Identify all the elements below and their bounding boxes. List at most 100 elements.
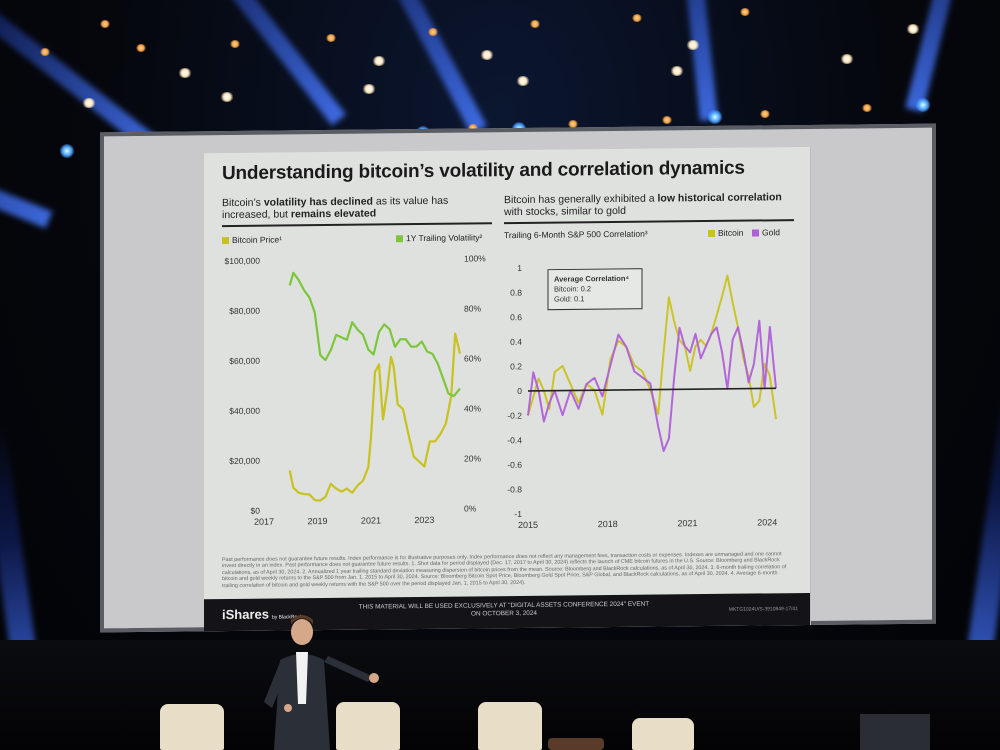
chair (632, 718, 694, 750)
stage-lamp (230, 40, 240, 48)
chair (478, 702, 542, 750)
stage-lamp (362, 84, 376, 94)
x-tick-label: 2017 (254, 517, 274, 527)
legend-swatch (396, 235, 403, 243)
volatility-line (288, 271, 461, 398)
light-beam (97, 0, 347, 126)
y-tick-label-right: 80% (464, 303, 481, 313)
legend-label: Gold (762, 227, 780, 238)
stage-lamp (632, 14, 642, 22)
y-tick-label: -1 (514, 509, 522, 519)
stage-lamp (372, 56, 386, 66)
light-beam (0, 69, 53, 229)
x-tick-label: 2018 (598, 519, 618, 529)
y-tick-label-right: 60% (464, 353, 481, 363)
x-tick-label: 2019 (307, 516, 327, 526)
light-beam (292, 0, 487, 135)
box-frame (547, 268, 643, 311)
volatility-chart: $0 $20,000 $40,000 $60,000 $80,000 $100,000 0%… (225, 253, 487, 527)
y-tick-label-right: 100% (464, 253, 486, 263)
legend-bitcoin-price: Bitcoin Price¹ (222, 234, 282, 245)
legend-swatch (708, 229, 715, 238)
y-tick-label-left: $40,000 (229, 406, 260, 416)
footer-note: THIS MATERIAL WILL BE USED EXCLUSIVELY A… (358, 600, 650, 618)
box-gold: Gold: 0.1 (554, 294, 584, 303)
right-subtitle: Bitcoin has generally exhibited a low hi… (504, 191, 794, 218)
y-tick-label: -0.8 (507, 484, 522, 494)
y-tick-label-left: $20,000 (229, 456, 260, 466)
projection-screen: Understanding bitcoin’s volatility and c… (100, 123, 936, 633)
stage-lamp (862, 104, 872, 112)
legend-label: 1Y Trailing Volatility² (406, 232, 483, 244)
stage-lamp (662, 116, 672, 124)
presentation-slide: Understanding bitcoin’s volatility and c… (204, 146, 811, 632)
left-divider (222, 222, 492, 228)
stage-lamp (686, 40, 700, 50)
right-divider (504, 219, 794, 225)
y-tick-label: 0.2 (510, 361, 522, 371)
x-tick-label: 2021 (361, 515, 381, 525)
right-subtitle-text: Bitcoin has generally exhibited a (504, 192, 658, 207)
light-beam (660, 0, 718, 121)
stage-lamp (708, 110, 722, 124)
stage-lamp (516, 76, 530, 86)
chair (336, 702, 400, 750)
x-tick-label: 2015 (518, 520, 538, 530)
box-title: Average Correlation⁴ (554, 274, 629, 284)
y-tick-label: 0.8 (510, 288, 522, 298)
stage-lamp (220, 92, 234, 102)
stage-lamp (82, 98, 96, 108)
legend-volatility: 1Y Trailing Volatility² (396, 232, 482, 243)
x-tick-label: 2021 (677, 518, 697, 528)
stage-lamp (840, 54, 854, 64)
stage-lamp (760, 110, 770, 118)
right-subtitle-bold: low historical correlation (657, 191, 782, 205)
legend-swatch (752, 229, 759, 237)
stage-lamp (428, 28, 438, 36)
x-tick-label: 2024 (757, 517, 777, 527)
y-tick-label-left: $100,000 (225, 256, 261, 266)
legend-bitcoin: Bitcoin (708, 228, 744, 238)
stage-lamp (740, 8, 750, 16)
legend-gold: Gold (752, 227, 780, 237)
gold-correlation-line (527, 319, 777, 452)
stage-lamp (916, 98, 930, 112)
y-tick-label: 0.4 (510, 337, 522, 347)
y-tick-label: 0 (517, 386, 522, 396)
lectern (860, 714, 930, 750)
chair (160, 704, 224, 750)
stage-lamp (906, 24, 920, 34)
left-subtitle-bold: remains elevated (290, 207, 377, 221)
stage-lamp (326, 34, 336, 42)
y-tick-label: 0.6 (510, 312, 522, 322)
stage-lamp (178, 68, 192, 78)
box-bitcoin: Bitcoin: 0.2 (554, 284, 591, 293)
left-subtitle-text: Bitcoin’s (222, 196, 264, 210)
y-tick-label-left: $0 (251, 506, 261, 516)
correlation-chart: -1 -0.8 -0.6 -0.4 -0.2 0 0.2 0.4 0.6 0.8 1 2015 2018… (507, 263, 777, 530)
legend-label: Bitcoin Price¹ (232, 234, 283, 245)
stage-lamp (136, 44, 146, 52)
y-tick-label: -0.6 (507, 460, 522, 470)
y-tick-label-right: 40% (464, 403, 481, 413)
stage-lamp (568, 120, 578, 128)
y-tick-label: -0.4 (507, 435, 522, 445)
y-tick-label-left: $80,000 (229, 306, 260, 316)
stage-lamp (100, 20, 110, 28)
footer-code: MKTG1024U/S-3910849-17/41 (728, 606, 798, 613)
zero-line (528, 387, 776, 392)
speaker (264, 615, 379, 750)
disclaimer-text: Past performance does not guarantee futu… (222, 551, 787, 589)
y-tick-label: 1 (517, 263, 522, 273)
legend-swatch (222, 237, 229, 245)
y-tick-label: -0.2 (507, 411, 522, 421)
stage-lamp (480, 50, 494, 60)
x-tick-label: 2023 (414, 515, 434, 525)
light-beam (905, 0, 1000, 113)
side-table (548, 738, 604, 750)
bitcoin-price-line (288, 332, 462, 502)
y-tick-label-left: $60,000 (229, 356, 260, 366)
stage-lamp (530, 20, 540, 28)
